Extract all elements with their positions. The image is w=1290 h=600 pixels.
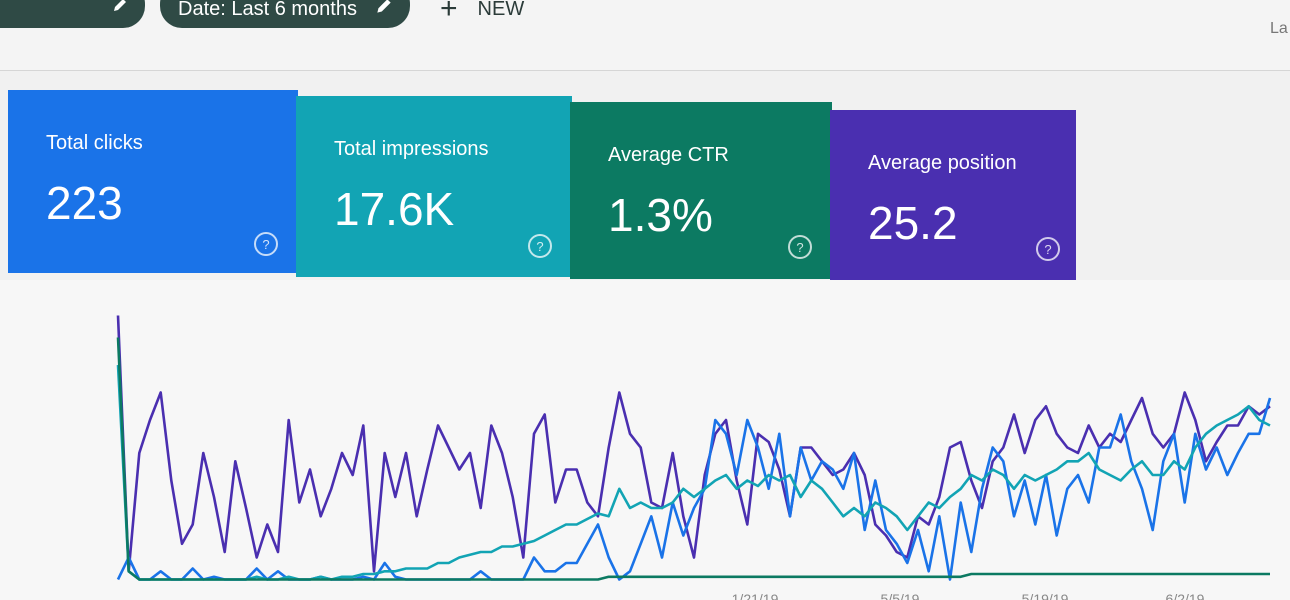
metric-value: 1.3% — [608, 189, 713, 241]
edit-icon — [111, 0, 129, 20]
help-icon[interactable]: ? — [254, 232, 278, 256]
filter-chip[interactable] — [0, 0, 145, 28]
metric-label: Total impressions — [334, 138, 489, 160]
metric-label: Average CTR — [608, 144, 729, 166]
new-filter-button[interactable]: + NEW — [440, 0, 524, 24]
filter-bar: Date: Last 6 months + NEW La — [0, 0, 1290, 71]
chart-canvas: 1/21/19 5/5/19 5/19/19 6/2/19 — [116, 315, 1272, 600]
metric-card-total-clicks[interactable]: Total clicks 223 ? — [8, 90, 298, 273]
x-tick-label: 5/5/19 — [881, 591, 920, 600]
series-line-0 — [116, 315, 1271, 573]
x-tick-label: 6/2/19 — [1166, 591, 1205, 600]
new-filter-label: NEW — [477, 0, 525, 20]
edit-icon — [374, 0, 394, 22]
metric-card-average-ctr[interactable]: Average CTR 1.3% ? — [570, 102, 832, 279]
metric-label: Total clicks — [46, 132, 143, 154]
series-line-3 — [116, 337, 1270, 581]
plus-icon: + — [440, 0, 458, 25]
x-tick-label: 1/21/19 — [732, 591, 779, 600]
last-updated-text: La — [1270, 20, 1288, 37]
help-icon[interactable]: ? — [788, 235, 812, 259]
metric-label: Average position — [868, 152, 1017, 174]
date-filter-chip[interactable]: Date: Last 6 months — [160, 0, 410, 28]
metric-value: 17.6K — [334, 183, 455, 235]
x-tick-label: 5/19/19 — [1022, 591, 1069, 600]
series-line-2 — [116, 364, 1271, 581]
metric-value: 223 — [46, 177, 123, 229]
metric-card-total-impressions[interactable]: Total impressions 17.6K ? — [296, 96, 572, 277]
help-icon[interactable]: ? — [528, 234, 552, 258]
date-filter-label: Date: Last 6 months — [178, 0, 357, 20]
help-icon[interactable]: ? — [1036, 237, 1060, 261]
performance-chart[interactable]: 1/21/19 5/5/19 5/19/19 6/2/19 — [0, 280, 1290, 600]
metric-value: 25.2 — [868, 197, 958, 249]
metric-card-average-position[interactable]: Average position 25.2 ? — [830, 110, 1076, 280]
